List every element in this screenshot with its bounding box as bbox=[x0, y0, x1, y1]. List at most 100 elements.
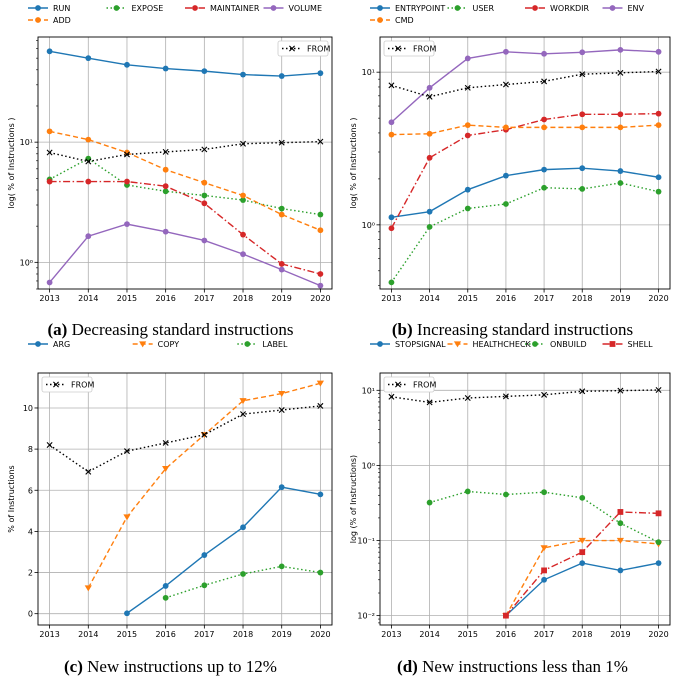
series-from-point bbox=[541, 78, 548, 85]
legend-c: ARG COPY LABEL bbox=[28, 340, 288, 349]
legend-add-marker bbox=[35, 17, 41, 23]
series-cmd-point bbox=[426, 130, 433, 137]
series-expose-point bbox=[162, 188, 169, 195]
series-run-point bbox=[124, 61, 130, 68]
series-arg bbox=[124, 484, 324, 617]
series-stopsignal-point bbox=[655, 560, 662, 567]
series-entrypoint-point bbox=[541, 166, 547, 173]
caption-b-text: Increasing standard instructions bbox=[416, 320, 634, 339]
caption-d-tag: (d) bbox=[397, 657, 418, 676]
legend-workdir-label: WORKDIR bbox=[550, 4, 590, 13]
caption-c-text: New instructions up to 12% bbox=[87, 657, 277, 676]
axes-frame-d bbox=[379, 372, 671, 626]
series-from-point bbox=[123, 151, 130, 158]
series-cmd-line bbox=[391, 124, 659, 136]
series-entrypoint-point bbox=[388, 214, 395, 221]
grid-a bbox=[38, 37, 332, 289]
series-from-point bbox=[240, 140, 247, 147]
legend-from-marker bbox=[289, 45, 295, 52]
x-tick-label: 2017 bbox=[534, 630, 554, 639]
series-onbuild-point bbox=[541, 489, 547, 496]
legend-shell-label: SHELL bbox=[628, 340, 654, 349]
series-volume-point bbox=[46, 279, 53, 286]
legend-volume-marker bbox=[270, 5, 277, 11]
series-entrypoint-point bbox=[464, 186, 471, 193]
legend-stopsignal-label: STOPSIGNAL bbox=[395, 340, 446, 349]
series-shell bbox=[503, 509, 662, 619]
series-from-point bbox=[579, 388, 586, 395]
series-healthcheck-point bbox=[540, 545, 548, 552]
series-from-point bbox=[123, 448, 130, 455]
series-from-point bbox=[617, 69, 624, 76]
y-tick-label: 0 bbox=[28, 610, 33, 619]
legend-from-b: FROM bbox=[383, 40, 436, 57]
series-volume-point bbox=[162, 228, 169, 235]
series-env-point bbox=[617, 46, 624, 53]
series-from-point bbox=[388, 82, 395, 89]
series-expose-point bbox=[240, 197, 246, 203]
legend-onbuild-label: ONBUILD bbox=[550, 340, 587, 349]
series-cmd-point bbox=[541, 124, 547, 131]
series-run-point bbox=[162, 65, 169, 72]
series-from-point bbox=[46, 149, 53, 156]
series-workdir-point bbox=[579, 111, 586, 118]
x-tick-label: 2016 bbox=[155, 630, 175, 639]
legend-env-marker bbox=[609, 5, 616, 11]
series-cmd-point bbox=[388, 131, 395, 138]
series-user-point bbox=[541, 184, 547, 191]
series-shell-point bbox=[579, 549, 586, 556]
series-from-point bbox=[85, 468, 92, 475]
legend-volume-label: VOLUME bbox=[289, 4, 323, 13]
series-workdir-point bbox=[464, 132, 471, 139]
legend-healthcheck-marker bbox=[453, 341, 462, 348]
series-add bbox=[46, 128, 324, 234]
y-tick-label: 10¹ bbox=[362, 68, 375, 77]
legend-workdir-marker bbox=[532, 5, 538, 11]
y-axis-label-b: log( % of Instructions ) bbox=[349, 118, 358, 209]
series-cmd bbox=[388, 122, 662, 138]
x-tick-label: 2020 bbox=[648, 294, 668, 303]
panel-b: 2013 2014 2015 2016 2017 2018 2019 2020 10⁰ 10¹ lo… bbox=[349, 4, 671, 303]
series-env-point bbox=[464, 55, 471, 62]
x-tick-label: 2015 bbox=[458, 630, 478, 639]
grid-b bbox=[380, 37, 670, 289]
series-from-point bbox=[426, 399, 433, 406]
series-maintainer bbox=[46, 178, 324, 277]
x-tick-label: 2014 bbox=[78, 630, 98, 639]
series-maintainer-point bbox=[162, 183, 169, 190]
legend-from-marker bbox=[395, 45, 401, 52]
series-maintainer-point bbox=[240, 231, 246, 238]
legend-cmd-marker bbox=[377, 17, 383, 23]
series-add-point bbox=[278, 211, 285, 218]
series-env-point bbox=[388, 119, 395, 126]
legend-from-label: FROM bbox=[413, 45, 436, 54]
series-workdir-point bbox=[426, 154, 433, 161]
series-cmd-point bbox=[617, 124, 624, 131]
series-stopsignal-point bbox=[617, 567, 624, 574]
x-tick-label: 2019 bbox=[610, 294, 630, 303]
x-tick-label: 2015 bbox=[458, 294, 478, 303]
series-env-point bbox=[503, 48, 509, 55]
panel-d: 2013 2014 2015 2016 2017 2018 2019 2020 10⁻² 10⁻¹… bbox=[349, 340, 671, 639]
series-cmd-point bbox=[464, 122, 471, 129]
series-copy-point bbox=[316, 380, 324, 387]
series-maintainer-point bbox=[317, 271, 324, 277]
x-tick-label: 2016 bbox=[155, 294, 175, 303]
series-onbuild-point bbox=[503, 491, 509, 498]
legend-from-a: FROM bbox=[277, 40, 330, 57]
x-tick-label: 2018 bbox=[233, 294, 253, 303]
caption-d-text: New instructions less than 1% bbox=[422, 657, 628, 676]
legend-maintainer-label: MAINTAINER bbox=[210, 4, 260, 13]
series-expose-point bbox=[85, 155, 92, 162]
legend-copy-label: COPY bbox=[158, 340, 180, 349]
series-add-point bbox=[317, 227, 324, 234]
series-label-point bbox=[317, 569, 324, 576]
panel-c: 2013 2014 2015 2016 2017 2018 2019 2020 0 2 4 6 8 10%… bbox=[7, 340, 333, 639]
series-from-line bbox=[391, 389, 659, 404]
x-tick-label: 2016 bbox=[496, 294, 516, 303]
legend-cmd-label: CMD bbox=[395, 16, 414, 25]
series-user bbox=[388, 180, 662, 286]
series-add-point bbox=[240, 192, 246, 199]
series-copy-point bbox=[278, 390, 286, 397]
